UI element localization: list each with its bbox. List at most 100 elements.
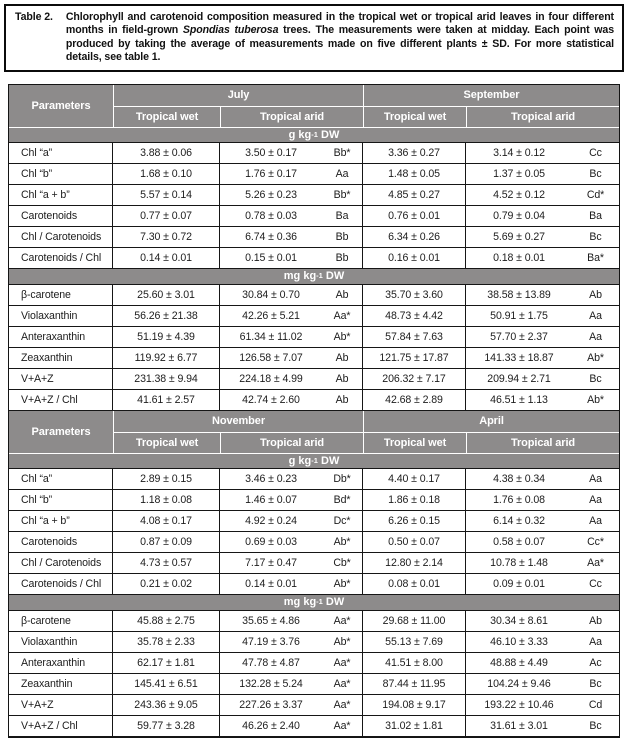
value-cell: 5.57 ± 0.14 [113, 184, 220, 206]
parameters-header: Parameters [9, 410, 113, 453]
value-cell: 6.74 ± 0.36 [220, 226, 322, 248]
value-cell: 243.36 ± 9.05 [113, 694, 220, 716]
letters-cell: Bc [572, 163, 619, 185]
parameters-header: Parameters [9, 84, 113, 127]
value-cell: 194.08 ± 9.17 [363, 694, 466, 716]
letters-cell: Cc [572, 142, 619, 164]
caption-text-before: Chlorophyll and carotenoid composition m… [65, 11, 614, 37]
value-cell: 3.88 ± 0.06 [113, 142, 220, 164]
letters-cell: Aa [572, 510, 619, 532]
value-cell: 206.32 ± 7.17 [363, 368, 466, 390]
value-cell: 4.85 ± 0.27 [363, 184, 466, 206]
value-cell: 1.76 ± 0.08 [466, 489, 572, 511]
param-cell: Chl “a” [9, 468, 113, 490]
value-cell: 126.58 ± 7.07 [220, 347, 322, 369]
value-cell: 35.70 ± 3.60 [363, 284, 466, 306]
letters-cell: Ba* [572, 247, 619, 269]
letters-cell: Aa [572, 631, 619, 653]
value-cell: 209.94 ± 2.71 [466, 368, 572, 390]
value-cell: 3.14 ± 0.12 [466, 142, 572, 164]
value-cell: 0.58 ± 0.07 [466, 531, 572, 553]
caption-label: Table 2. [15, 11, 53, 23]
param-cell: Chl “a + b” [9, 510, 113, 532]
value-cell: 57.84 ± 7.63 [363, 326, 466, 348]
param-cell: Anteraxanthin [9, 326, 113, 348]
value-cell: 0.21 ± 0.02 [113, 573, 220, 595]
value-cell: 6.26 ± 0.15 [363, 510, 466, 532]
value-cell: 141.33 ± 18.87 [466, 347, 572, 369]
value-cell: 3.46 ± 0.23 [220, 468, 322, 490]
value-cell: 0.15 ± 0.01 [220, 247, 322, 269]
value-cell: 30.84 ± 0.70 [220, 284, 322, 306]
letters-cell: Aa* [572, 552, 619, 574]
letters-cell: Ab* [322, 531, 363, 553]
value-cell: 46.10 ± 3.33 [466, 631, 572, 653]
value-cell: 0.08 ± 0.01 [363, 573, 466, 595]
tropical-wet-header: Tropical wet [113, 431, 220, 453]
month-header-november: November [113, 410, 363, 432]
data-table: Parameters July September Tropical wet Tropi… [8, 83, 620, 738]
letters-cell: Aa [572, 326, 619, 348]
value-cell: 0.16 ± 0.01 [363, 247, 466, 269]
param-cell: Chl “a + b” [9, 184, 113, 206]
value-cell: 0.78 ± 0.03 [220, 205, 322, 227]
param-cell: Carotenoids / Chl [9, 573, 113, 595]
unit-band-mg: mg kg -1 DW [9, 594, 619, 611]
letters-cell: Cd [572, 694, 619, 716]
letters-cell: Ab [322, 284, 363, 306]
param-cell: V+A+Z [9, 694, 113, 716]
letters-cell: Cc* [572, 531, 619, 553]
tropical-wet-header: Tropical wet [363, 105, 466, 127]
param-cell: V+A+Z [9, 368, 113, 390]
letters-cell: Ab [572, 284, 619, 306]
letters-cell: Cb* [322, 552, 363, 574]
letters-cell: Bc [572, 368, 619, 390]
param-cell: Chl “b” [9, 163, 113, 185]
value-cell: 4.40 ± 0.17 [363, 468, 466, 490]
value-cell: 7.17 ± 0.47 [220, 552, 322, 574]
value-cell: 56.26 ± 21.38 [113, 305, 220, 327]
letters-cell: Ab [322, 347, 363, 369]
letters-cell: Aa* [322, 694, 363, 716]
param-cell: Chl “a” [9, 142, 113, 164]
value-cell: 145.41 ± 6.51 [113, 673, 220, 695]
value-cell: 41.51 ± 8.00 [363, 652, 466, 674]
letters-cell: Aa [322, 163, 363, 185]
value-cell: 38.58 ± 13.89 [466, 284, 572, 306]
value-cell: 46.26 ± 2.40 [220, 715, 322, 737]
letters-cell: Aa* [322, 305, 363, 327]
tropical-arid-header: Tropical arid [220, 431, 363, 453]
value-cell: 6.34 ± 0.26 [363, 226, 466, 248]
tropical-arid-header: Tropical arid [220, 105, 363, 127]
value-cell: 47.78 ± 4.87 [220, 652, 322, 674]
param-cell: Zeaxanthin [9, 673, 113, 695]
value-cell: 41.61 ± 2.57 [113, 389, 220, 411]
table-caption: Table 2. Chlorophyll and carotenoid comp… [4, 4, 624, 72]
letters-cell: Ba [322, 205, 363, 227]
value-cell: 193.22 ± 10.46 [466, 694, 572, 716]
value-cell: 0.50 ± 0.07 [363, 531, 466, 553]
caption-text-after: trees. The measurements were taken at mi… [65, 24, 614, 64]
value-cell: 132.28 ± 5.24 [220, 673, 322, 695]
value-cell: 1.37 ± 0.05 [466, 163, 572, 185]
value-cell: 46.51 ± 1.13 [466, 389, 572, 411]
param-cell: β-carotene [9, 284, 113, 306]
value-cell: 0.77 ± 0.07 [113, 205, 220, 227]
table-block-1: Parameters July September Tropical wet Tropi… [9, 84, 619, 411]
table-block-2: Parameters November April Tropical wet Tropi… [9, 410, 619, 737]
month-header-september: September [363, 84, 619, 106]
value-cell: 227.26 ± 3.37 [220, 694, 322, 716]
param-cell: Anteraxanthin [9, 652, 113, 674]
value-cell: 25.60 ± 3.01 [113, 284, 220, 306]
param-cell: Chl / Carotenoids [9, 226, 113, 248]
letters-cell: Ab* [572, 347, 619, 369]
letters-cell: Aa* [322, 652, 363, 674]
value-cell: 0.14 ± 0.01 [113, 247, 220, 269]
value-cell: 42.68 ± 2.89 [363, 389, 466, 411]
value-cell: 4.73 ± 0.57 [113, 552, 220, 574]
value-cell: 1.76 ± 0.17 [220, 163, 322, 185]
letters-cell: Ab* [322, 573, 363, 595]
tropical-arid-header: Tropical arid [466, 105, 619, 127]
caption-species-name: Spondias tuberosa [182, 24, 279, 37]
letters-cell: Ab* [322, 326, 363, 348]
